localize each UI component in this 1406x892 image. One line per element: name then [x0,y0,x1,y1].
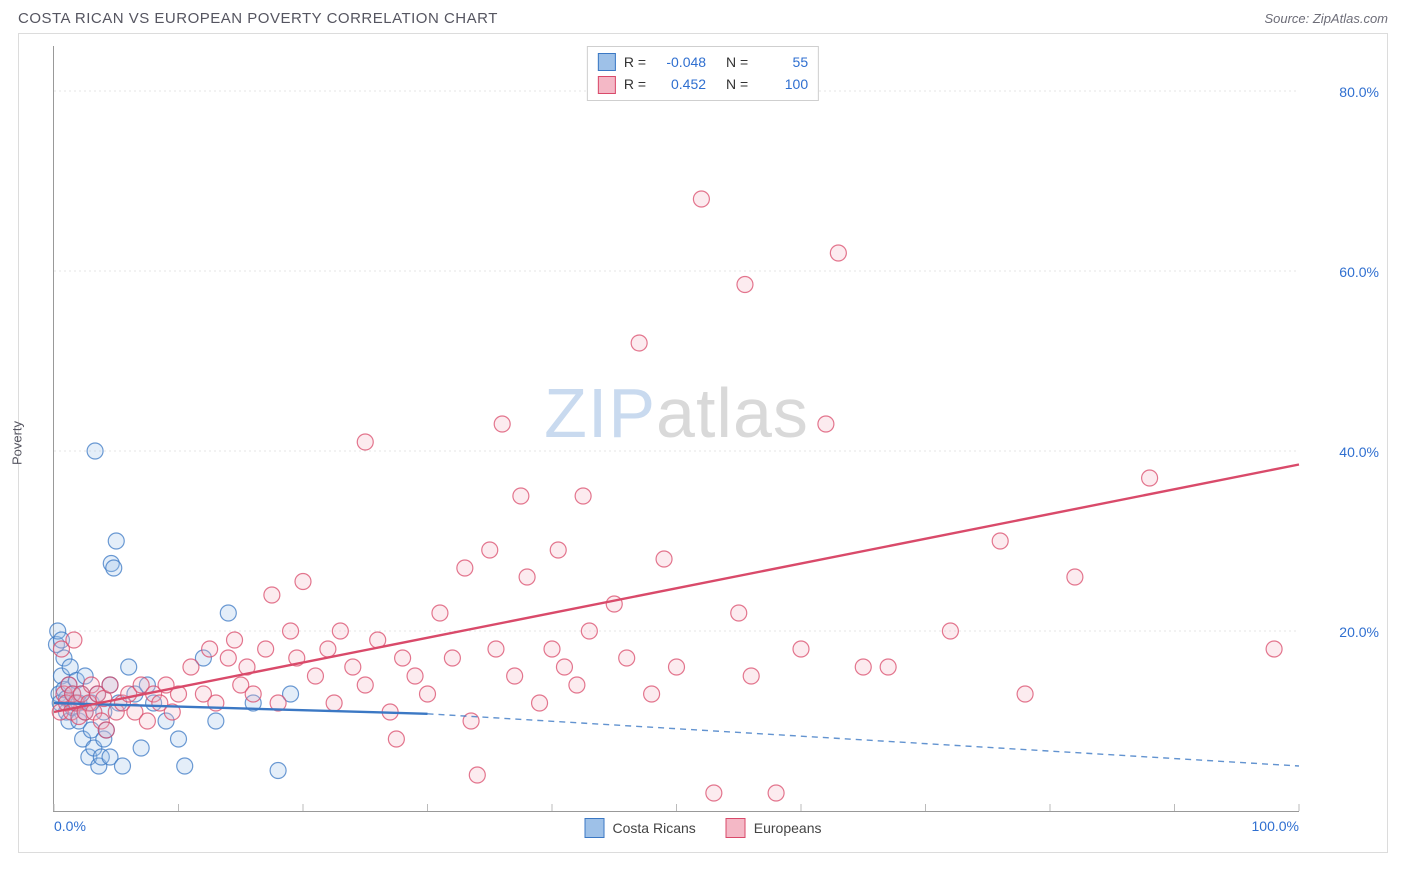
x-tick-label: 100.0% [1252,818,1299,834]
y-tick-label: 60.0% [1339,264,1379,280]
n-label: N = [726,51,748,73]
chart-header: COSTA RICAN VS EUROPEAN POVERTY CORRELAT… [0,0,1406,33]
y-tick-label: 20.0% [1339,624,1379,640]
x-tick-label: 0.0% [54,818,86,834]
swatch-series2-icon [598,76,616,94]
r-value-series1: -0.048 [654,51,706,73]
r-value-series2: 0.452 [654,73,706,95]
plot-area: ZIPatlas [53,46,1299,812]
legend-swatch-series2-icon [726,818,746,838]
n-value-series1: 55 [756,51,808,73]
legend-label-series1: Costa Ricans [613,820,696,836]
legend-label-series2: Europeans [754,820,822,836]
y-axis-label: Poverty [10,421,25,465]
correlation-stats-box: R = -0.048 N = 55 R = 0.452 N = 100 [587,46,819,101]
n-label: N = [726,73,748,95]
scatter-svg [54,46,1299,811]
y-tick-label: 80.0% [1339,84,1379,100]
swatch-series1-icon [598,53,616,71]
legend-item-series1: Costa Ricans [585,818,696,838]
stats-row-series2: R = 0.452 N = 100 [598,73,808,95]
source-attribution: Source: ZipAtlas.com [1264,11,1388,26]
chart-title: COSTA RICAN VS EUROPEAN POVERTY CORRELAT… [18,10,498,27]
stats-row-series1: R = -0.048 N = 55 [598,51,808,73]
n-value-series2: 100 [756,73,808,95]
r-label: R = [624,73,646,95]
series-legend: Costa Ricans Europeans [585,818,822,838]
chart-container: Poverty R = -0.048 N = 55 R = 0.452 N = … [18,33,1388,853]
legend-swatch-series1-icon [585,818,605,838]
r-label: R = [624,51,646,73]
legend-item-series2: Europeans [726,818,822,838]
y-tick-label: 40.0% [1339,444,1379,460]
